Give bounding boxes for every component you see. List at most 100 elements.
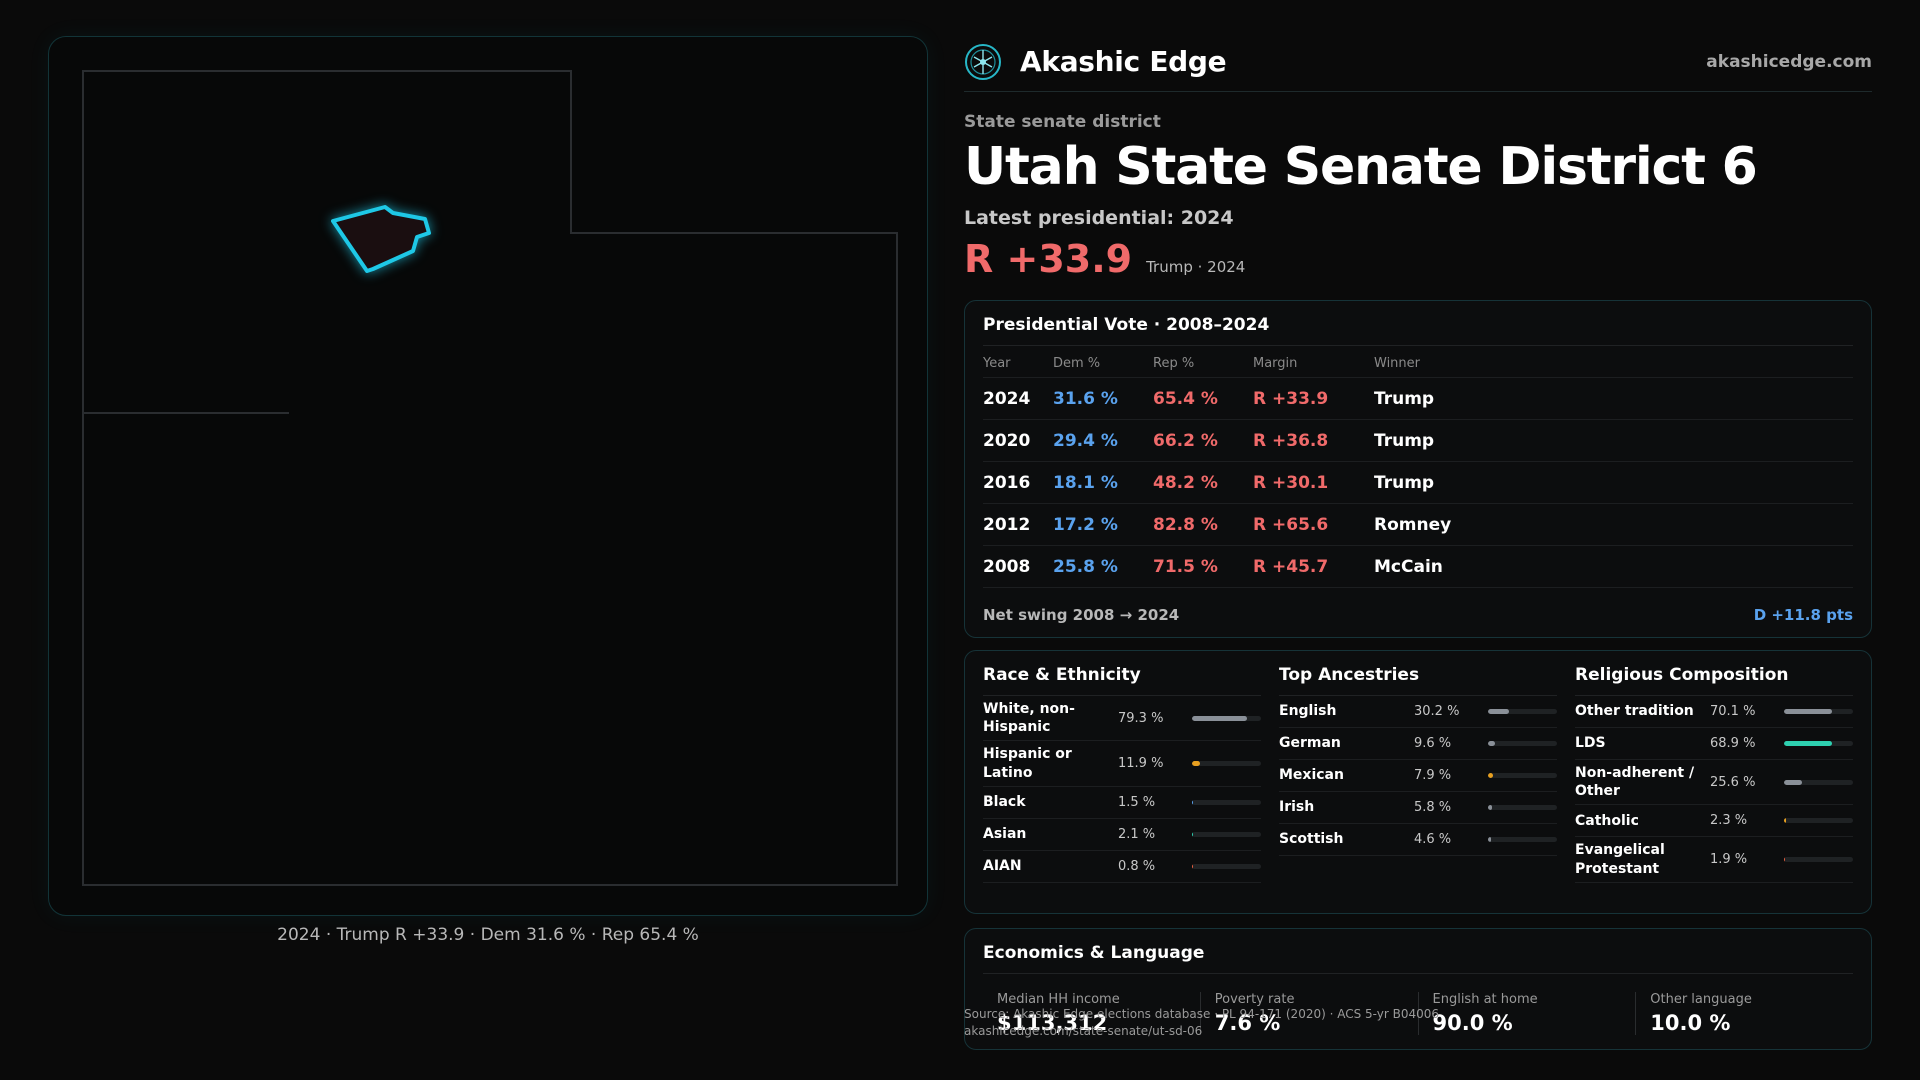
- ancestry-value: 4.6 %: [1414, 832, 1452, 847]
- religion-bar: [1784, 709, 1853, 714]
- religion-value: 2.3 %: [1710, 813, 1748, 829]
- row-winner: Trump: [1374, 419, 1853, 462]
- religion-value: 68.9 %: [1710, 736, 1756, 751]
- ancestries-panel: Top Ancestries English 30.2 % German 9.6 % M…: [1279, 665, 1575, 899]
- ancestry-bar-fill: [1488, 837, 1492, 842]
- presidential-table: Year Dem % Rep % Margin Winner 2024 31.6…: [983, 348, 1853, 588]
- district-type: State senate district: [964, 112, 1161, 132]
- map-canvas: [82, 70, 898, 886]
- ancestry-title: Top Ancestries: [1279, 665, 1557, 696]
- row-dem: 25.8 %: [1053, 545, 1153, 588]
- brand-header: Akashic Edge akashicedge.com: [964, 36, 1872, 92]
- race-bar-fill: [1192, 715, 1247, 721]
- table-row: 2024 31.6 % 65.4 % R +33.9 Trump: [983, 377, 1853, 420]
- race-label: White, non-Hispanic: [983, 701, 1075, 736]
- religion-value: 1.9 %: [1710, 852, 1748, 868]
- row-margin: R +45.7: [1253, 545, 1374, 588]
- econ-value: 90.0 %: [1432, 1011, 1513, 1035]
- source-url[interactable]: akashicedge.com/state-senate/ut-sd-06: [964, 1024, 1203, 1039]
- source-note: Source: Akashic Edge elections database …: [964, 1006, 1439, 1041]
- econ-label: Other language: [1650, 992, 1752, 1007]
- religion-label: LDS: [1575, 735, 1606, 752]
- row-winner: Trump: [1374, 461, 1853, 504]
- district-map[interactable]: [48, 36, 928, 916]
- religion-row: Other tradition 70.1 %: [1575, 696, 1853, 728]
- race-value: 11.9 %: [1118, 756, 1164, 772]
- econ-value: 10.0 %: [1650, 1011, 1731, 1035]
- econ-median-income: Median HH income $113,312: [983, 992, 1200, 1035]
- table-header-row: Year Dem % Rep % Margin Winner: [983, 348, 1853, 378]
- religion-bar: [1784, 741, 1853, 746]
- row-margin: R +65.6: [1253, 503, 1374, 546]
- race-value: 79.3 %: [1118, 710, 1164, 726]
- econ-label: English at home: [1432, 992, 1538, 1007]
- race-bar-fill: [1192, 831, 1194, 837]
- row-year: 2020: [983, 419, 1053, 462]
- religion-bar: [1784, 779, 1853, 785]
- row-winner: Romney: [1374, 503, 1853, 546]
- row-rep: 82.8 %: [1153, 503, 1253, 546]
- row-year: 2008: [983, 545, 1053, 588]
- row-rep: 66.2 %: [1153, 419, 1253, 462]
- row-year: 2016: [983, 461, 1053, 504]
- table-row: 2012 17.2 % 82.8 % R +65.6 Romney: [983, 503, 1853, 546]
- religion-title: Religious Composition: [1575, 665, 1853, 696]
- religion-value: 25.6 %: [1710, 774, 1756, 790]
- race-bar-fill: [1192, 863, 1194, 869]
- religion-row: Evangelical Protestant 1.9 %: [1575, 837, 1853, 883]
- ancestry-bar: [1488, 709, 1557, 714]
- row-rep: 71.5 %: [1153, 545, 1253, 588]
- col-rep: Rep %: [1153, 348, 1253, 378]
- race-row: Black 1.5 %: [983, 787, 1261, 819]
- table-row: 2016 18.1 % 48.2 % R +30.1 Trump: [983, 461, 1853, 504]
- brand-site-link[interactable]: akashicedge.com: [1706, 51, 1872, 72]
- religion-bar-fill: [1784, 779, 1802, 785]
- akashic-edge-logo-icon: [965, 43, 1001, 80]
- district-6-shape[interactable]: [331, 205, 431, 273]
- religion-bar-fill: [1784, 818, 1786, 824]
- econ-label: Poverty rate: [1214, 992, 1295, 1007]
- state-outline: [82, 70, 898, 886]
- race-row: Hispanic or Latino 11.9 %: [983, 741, 1261, 787]
- ancestry-value: 5.8 %: [1414, 800, 1452, 815]
- swing-label: Net swing 2008 → 2024: [983, 606, 1180, 624]
- ancestry-row: German 9.6 %: [1279, 728, 1557, 760]
- row-dem: 18.1 %: [1053, 461, 1153, 504]
- ancestry-bar-fill: [1488, 741, 1495, 746]
- religion-row: Catholic 2.3 %: [1575, 805, 1853, 838]
- source-line: Source: Akashic Edge elections database …: [964, 1007, 1440, 1021]
- ancestry-bar: [1488, 741, 1557, 746]
- latest-presidential-label: Latest presidential: 2024: [964, 206, 1234, 229]
- margin-value: R +33.9: [964, 236, 1133, 281]
- race-row: White, non-Hispanic 79.3 %: [983, 696, 1261, 742]
- ancestry-row: Irish 5.8 %: [1279, 792, 1557, 824]
- headline-margin: R +33.9 Trump · 2024: [964, 237, 1872, 281]
- race-label: Black: [983, 794, 1026, 811]
- ancestry-bar-fill: [1488, 709, 1509, 714]
- religion-bar: [1784, 818, 1853, 824]
- ancestry-label: Scottish: [1279, 831, 1344, 848]
- race-value: 1.5 %: [1118, 794, 1156, 810]
- race-bar: [1192, 863, 1261, 869]
- net-swing: Net swing 2008 → 2024 D +11.8 pts: [983, 606, 1853, 624]
- race-value: 2.1 %: [1118, 826, 1156, 842]
- table-row: 2008 25.8 % 71.5 % R +45.7 McCain: [983, 545, 1853, 588]
- demographics-card: Race & Ethnicity White, non-Hispanic 79.3…: [964, 650, 1872, 914]
- race-label: Hispanic or Latino: [983, 746, 1072, 781]
- ancestry-bar: [1488, 837, 1557, 842]
- race-bar-fill: [1192, 799, 1194, 805]
- row-dem: 17.2 %: [1053, 503, 1153, 546]
- row-dem: 29.4 %: [1053, 419, 1153, 462]
- econ-value: 7.6 %: [1214, 1011, 1281, 1035]
- row-margin: R +30.1: [1253, 461, 1374, 504]
- economics-card: Economics & Language Median HH income $1…: [964, 928, 1872, 1050]
- race-bar: [1192, 799, 1261, 805]
- ancestry-row: English 30.2 %: [1279, 696, 1557, 728]
- race-value: 0.8 %: [1118, 858, 1156, 874]
- race-title: Race & Ethnicity: [983, 665, 1261, 696]
- religion-panel: Religious Composition Other tradition 70.…: [1575, 665, 1853, 899]
- religion-row: Non-adherent / Other 25.6 %: [1575, 760, 1853, 806]
- race-bar: [1192, 831, 1261, 837]
- row-margin: R +33.9: [1253, 377, 1374, 420]
- religion-row: LDS 68.9 %: [1575, 728, 1853, 760]
